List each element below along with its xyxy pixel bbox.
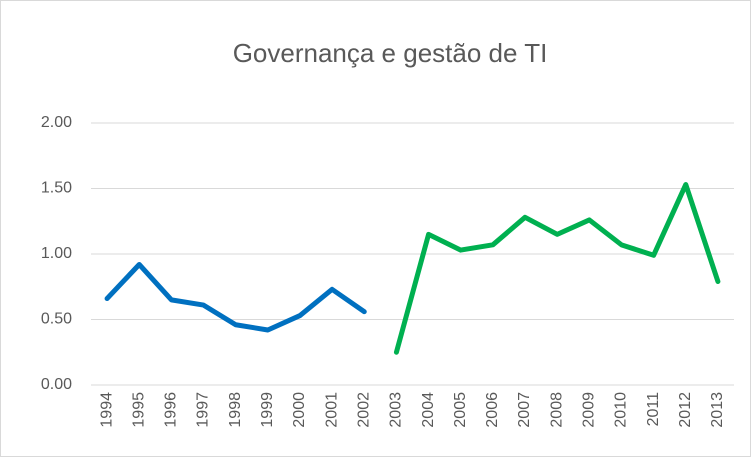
x-tick-label: 1994 [98, 392, 115, 428]
series-line [393, 182, 721, 355]
x-tick-label: 2010 [613, 392, 630, 428]
x-tick-label: 1998 [227, 392, 244, 428]
x-tick-label: 2009 [581, 392, 598, 428]
y-tick-label: 0.50 [41, 311, 72, 328]
x-tick-label: 2007 [516, 392, 533, 428]
series-line [104, 261, 367, 333]
x-tick-label: 2001 [323, 392, 340, 428]
chart-title: Governança e gestão de TI [233, 38, 548, 68]
y-tick-label: 1.50 [41, 180, 72, 197]
x-tick-label: 1997 [195, 392, 212, 428]
x-tick-label: 2003 [388, 392, 405, 428]
y-tick-label: 1.00 [41, 245, 72, 262]
x-tick-label: 2013 [709, 392, 726, 428]
y-tick-label: 0.00 [41, 376, 72, 393]
x-tick-label: 2012 [677, 392, 694, 428]
x-tick-label: 2011 [645, 392, 662, 427]
x-tick-label: 2006 [484, 392, 501, 428]
x-tick-label: 2005 [452, 392, 469, 428]
x-tick-label: 2002 [355, 392, 372, 428]
x-tick-label: 2000 [291, 392, 308, 428]
x-tick-label: 1995 [130, 392, 147, 428]
x-tick-label: 2004 [420, 392, 437, 428]
y-tick-label: 2.00 [41, 114, 72, 131]
x-tick-label: 1996 [163, 392, 180, 428]
x-tick-label: 1999 [259, 392, 276, 428]
x-tick-label: 2008 [548, 392, 565, 428]
